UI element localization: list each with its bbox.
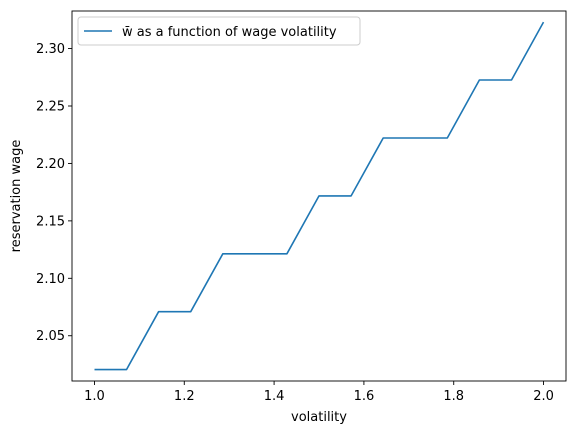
y-axis-label: reservation wage: [9, 140, 24, 253]
series-line: [94, 21, 545, 371]
legend: w̄ as a function of wage volatility: [77, 16, 361, 46]
legend-entry-label: w̄ as a function of wage volatility: [122, 25, 337, 40]
y-tick-label: 2.10: [36, 272, 65, 287]
x-axis-label: volatility: [291, 410, 347, 425]
series-lines: [94, 21, 545, 371]
x-tick-label: 1.0: [84, 389, 105, 404]
x-tick-label: 2.0: [533, 389, 554, 404]
x-tick-label: 1.6: [354, 389, 375, 404]
x-tick-label: 1.8: [443, 389, 464, 404]
y-tick-label: 2.30: [36, 42, 65, 57]
y-tick-label: 2.15: [36, 214, 65, 229]
y-tick-label: 2.20: [36, 157, 65, 172]
y-tick-label: 2.25: [36, 99, 65, 114]
legend-box: [77, 16, 361, 46]
x-tick-label: 1.4: [264, 389, 285, 404]
y-axis-ticks: 2.05 2.10 2.15 2.20 2.25 2.30: [36, 42, 72, 344]
y-tick-label: 2.05: [36, 329, 65, 344]
plot-frame: [71, 10, 567, 382]
x-tick-label: 1.2: [174, 389, 195, 404]
x-axis-ticks: 1.0 1.2 1.4 1.6 1.8 2.0: [84, 381, 554, 404]
